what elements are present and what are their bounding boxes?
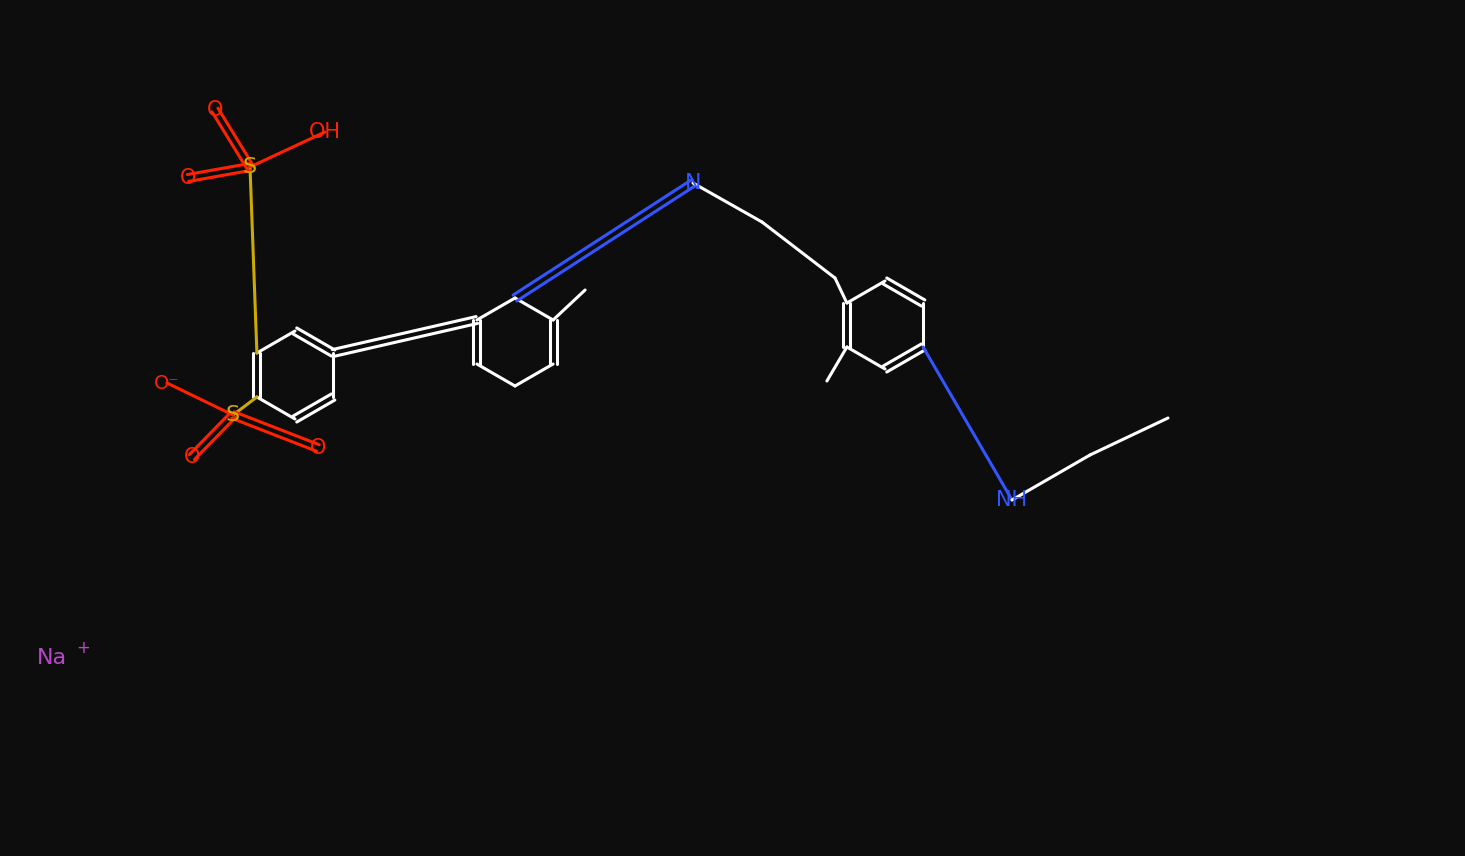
Text: OH: OH [309,122,341,142]
Text: O: O [207,100,223,120]
Text: O⁻: O⁻ [154,373,180,393]
Text: O: O [180,168,196,188]
Text: S: S [226,405,240,425]
Text: O: O [183,447,201,467]
Text: S: S [243,157,256,177]
Text: +: + [76,639,89,657]
Text: NH: NH [996,490,1027,510]
Text: O: O [309,438,327,458]
Text: N: N [684,173,702,193]
Text: Na: Na [37,648,67,668]
